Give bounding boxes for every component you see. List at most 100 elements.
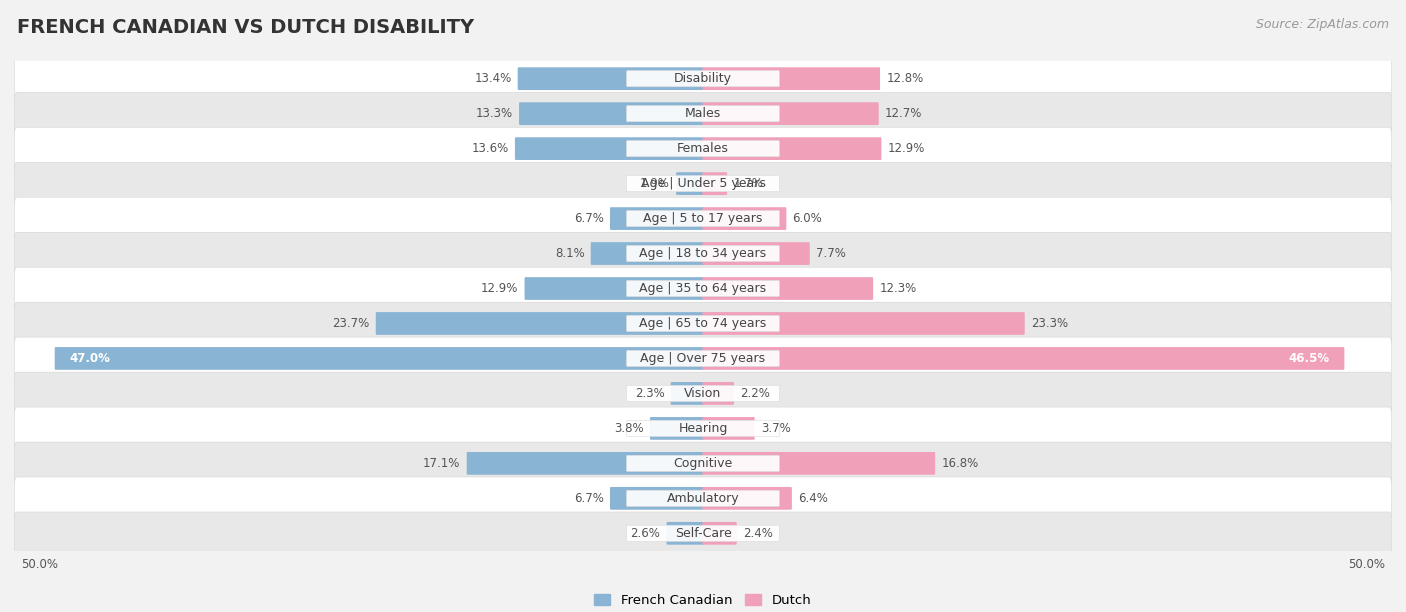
Text: 3.8%: 3.8% — [614, 422, 644, 435]
Text: 23.3%: 23.3% — [1031, 317, 1069, 330]
Text: 6.4%: 6.4% — [799, 492, 828, 505]
FancyBboxPatch shape — [14, 92, 1392, 135]
FancyBboxPatch shape — [703, 487, 792, 510]
FancyBboxPatch shape — [14, 407, 1392, 450]
Text: Cognitive: Cognitive — [673, 457, 733, 470]
FancyBboxPatch shape — [703, 452, 935, 475]
Text: Hearing: Hearing — [678, 422, 728, 435]
FancyBboxPatch shape — [591, 242, 703, 265]
FancyBboxPatch shape — [703, 102, 879, 125]
FancyBboxPatch shape — [14, 232, 1392, 275]
FancyBboxPatch shape — [610, 207, 703, 230]
Text: 13.4%: 13.4% — [474, 72, 512, 85]
Text: 50.0%: 50.0% — [21, 558, 58, 571]
FancyBboxPatch shape — [627, 176, 779, 192]
Text: 23.7%: 23.7% — [332, 317, 370, 330]
Text: Age | 65 to 74 years: Age | 65 to 74 years — [640, 317, 766, 330]
FancyBboxPatch shape — [703, 312, 1025, 335]
Text: Age | Under 5 years: Age | Under 5 years — [641, 177, 765, 190]
Text: 7.7%: 7.7% — [815, 247, 846, 260]
Text: Males: Males — [685, 107, 721, 120]
FancyBboxPatch shape — [627, 315, 779, 332]
FancyBboxPatch shape — [703, 67, 880, 90]
FancyBboxPatch shape — [14, 162, 1392, 205]
FancyBboxPatch shape — [703, 242, 810, 265]
Text: 16.8%: 16.8% — [942, 457, 979, 470]
FancyBboxPatch shape — [14, 477, 1392, 520]
FancyBboxPatch shape — [14, 267, 1392, 310]
Text: Age | 5 to 17 years: Age | 5 to 17 years — [644, 212, 762, 225]
FancyBboxPatch shape — [627, 490, 779, 506]
FancyBboxPatch shape — [671, 382, 703, 405]
FancyBboxPatch shape — [703, 417, 755, 440]
Text: 12.9%: 12.9% — [887, 142, 925, 155]
FancyBboxPatch shape — [14, 372, 1392, 415]
Text: 50.0%: 50.0% — [1348, 558, 1385, 571]
FancyBboxPatch shape — [703, 382, 734, 405]
Text: Disability: Disability — [673, 72, 733, 85]
Text: Age | 35 to 64 years: Age | 35 to 64 years — [640, 282, 766, 295]
Text: 1.9%: 1.9% — [640, 177, 669, 190]
Text: 13.6%: 13.6% — [471, 142, 509, 155]
FancyBboxPatch shape — [627, 420, 779, 436]
FancyBboxPatch shape — [14, 302, 1392, 345]
Text: 12.8%: 12.8% — [886, 72, 924, 85]
Legend: French Canadian, Dutch: French Canadian, Dutch — [589, 589, 817, 612]
FancyBboxPatch shape — [666, 522, 703, 545]
FancyBboxPatch shape — [703, 137, 882, 160]
FancyBboxPatch shape — [703, 347, 1344, 370]
Text: 2.6%: 2.6% — [630, 527, 661, 540]
FancyBboxPatch shape — [627, 351, 779, 367]
FancyBboxPatch shape — [610, 487, 703, 510]
FancyBboxPatch shape — [627, 211, 779, 226]
FancyBboxPatch shape — [519, 102, 703, 125]
FancyBboxPatch shape — [703, 277, 873, 300]
Text: Age | 18 to 34 years: Age | 18 to 34 years — [640, 247, 766, 260]
Text: 2.3%: 2.3% — [634, 387, 665, 400]
FancyBboxPatch shape — [703, 207, 786, 230]
FancyBboxPatch shape — [14, 337, 1392, 380]
FancyBboxPatch shape — [14, 512, 1392, 554]
FancyBboxPatch shape — [14, 58, 1392, 100]
FancyBboxPatch shape — [14, 127, 1392, 170]
FancyBboxPatch shape — [627, 455, 779, 471]
FancyBboxPatch shape — [14, 197, 1392, 240]
FancyBboxPatch shape — [650, 417, 703, 440]
FancyBboxPatch shape — [627, 106, 779, 122]
FancyBboxPatch shape — [703, 172, 727, 195]
Text: 1.7%: 1.7% — [734, 177, 763, 190]
FancyBboxPatch shape — [676, 172, 703, 195]
FancyBboxPatch shape — [14, 442, 1392, 485]
Text: 12.3%: 12.3% — [879, 282, 917, 295]
Text: 6.7%: 6.7% — [574, 212, 603, 225]
Text: Ambulatory: Ambulatory — [666, 492, 740, 505]
Text: 12.9%: 12.9% — [481, 282, 519, 295]
Text: 17.1%: 17.1% — [423, 457, 461, 470]
FancyBboxPatch shape — [627, 525, 779, 542]
Text: FRENCH CANADIAN VS DUTCH DISABILITY: FRENCH CANADIAN VS DUTCH DISABILITY — [17, 18, 474, 37]
FancyBboxPatch shape — [627, 386, 779, 401]
Text: 12.7%: 12.7% — [884, 107, 922, 120]
FancyBboxPatch shape — [524, 277, 703, 300]
FancyBboxPatch shape — [627, 245, 779, 261]
Text: 2.4%: 2.4% — [742, 527, 773, 540]
Text: 2.2%: 2.2% — [740, 387, 770, 400]
Text: Vision: Vision — [685, 387, 721, 400]
FancyBboxPatch shape — [55, 347, 703, 370]
Text: 47.0%: 47.0% — [69, 352, 110, 365]
Text: 6.7%: 6.7% — [574, 492, 603, 505]
FancyBboxPatch shape — [627, 141, 779, 157]
FancyBboxPatch shape — [627, 280, 779, 297]
Text: Source: ZipAtlas.com: Source: ZipAtlas.com — [1256, 18, 1389, 31]
FancyBboxPatch shape — [517, 67, 703, 90]
Text: 8.1%: 8.1% — [555, 247, 585, 260]
Text: Age | Over 75 years: Age | Over 75 years — [641, 352, 765, 365]
Text: Self-Care: Self-Care — [675, 527, 731, 540]
Text: 46.5%: 46.5% — [1289, 352, 1330, 365]
Text: 3.7%: 3.7% — [761, 422, 790, 435]
Text: 13.3%: 13.3% — [475, 107, 513, 120]
FancyBboxPatch shape — [703, 522, 737, 545]
FancyBboxPatch shape — [467, 452, 703, 475]
FancyBboxPatch shape — [375, 312, 703, 335]
FancyBboxPatch shape — [515, 137, 703, 160]
